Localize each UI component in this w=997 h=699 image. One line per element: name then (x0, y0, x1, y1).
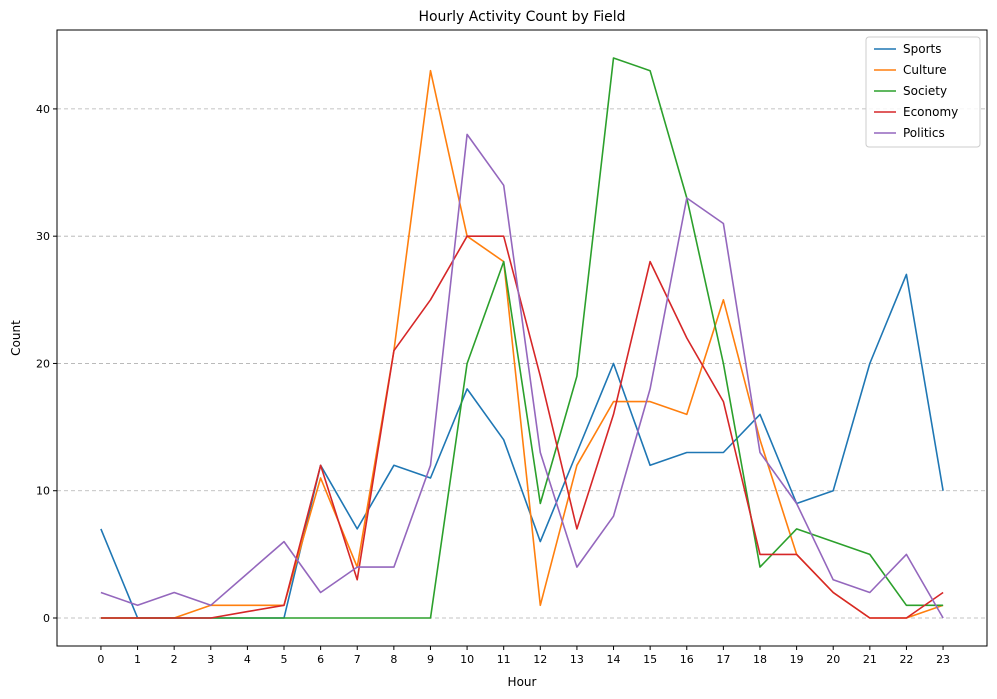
x-tick-label: 14 (607, 653, 621, 666)
legend-box (865, 36, 981, 148)
legend-label: Economy (903, 105, 958, 119)
legend: Sports Culture Society Economy Politics (865, 36, 981, 148)
series-line-economy (100, 235, 944, 619)
x-tick-label: 7 (354, 653, 361, 666)
legend-label: Culture (903, 63, 947, 77)
x-tick-label: 18 (753, 653, 767, 666)
y-axis-label: Count (9, 320, 23, 356)
x-tick-label: 2 (171, 653, 178, 666)
x-tick-label: 3 (207, 653, 214, 666)
x-tick-label: 1 (134, 653, 141, 666)
x-axis: 0 1 2 3 4 5 6 7 8 9 10 11 12 13 14 15 16 17 18 19 20 21 22 23 (97, 646, 950, 666)
legend-label: Politics (903, 126, 945, 140)
series-line-society (100, 57, 944, 619)
y-tick-label: 20 (36, 357, 50, 370)
series-lines (100, 57, 944, 619)
x-tick-label: 12 (533, 653, 547, 666)
x-tick-label: 15 (643, 653, 657, 666)
gridlines (57, 108, 987, 619)
x-tick-label: 22 (899, 653, 913, 666)
x-tick-label: 8 (390, 653, 397, 666)
x-tick-label: 0 (97, 653, 104, 666)
x-tick-label: 13 (570, 653, 584, 666)
x-tick-label: 10 (460, 653, 474, 666)
x-tick-label: 17 (716, 653, 730, 666)
chart-title: Hourly Activity Count by Field (418, 9, 625, 25)
legend-label: Society (903, 84, 947, 98)
y-tick-label: 30 (36, 230, 50, 243)
x-tick-label: 5 (281, 653, 288, 666)
x-tick-label: 4 (244, 653, 251, 666)
x-tick-label: 16 (680, 653, 694, 666)
series-line-sports (100, 273, 944, 619)
y-axis: 0 10 20 30 40 (36, 103, 57, 625)
y-tick-label: 10 (36, 485, 50, 498)
x-tick-label: 11 (497, 653, 511, 666)
plot-frame (56, 29, 988, 647)
y-tick-label: 40 (36, 103, 50, 116)
legend-label: Sports (903, 42, 941, 56)
x-tick-label: 19 (790, 653, 804, 666)
x-axis-label: Hour (508, 675, 537, 689)
x-tick-label: 20 (826, 653, 840, 666)
x-tick-label: 9 (427, 653, 434, 666)
series-line-politics (100, 133, 944, 619)
y-tick-label: 0 (43, 612, 50, 625)
x-tick-label: 23 (936, 653, 950, 666)
x-tick-label: 6 (317, 653, 324, 666)
x-tick-label: 21 (863, 653, 877, 666)
